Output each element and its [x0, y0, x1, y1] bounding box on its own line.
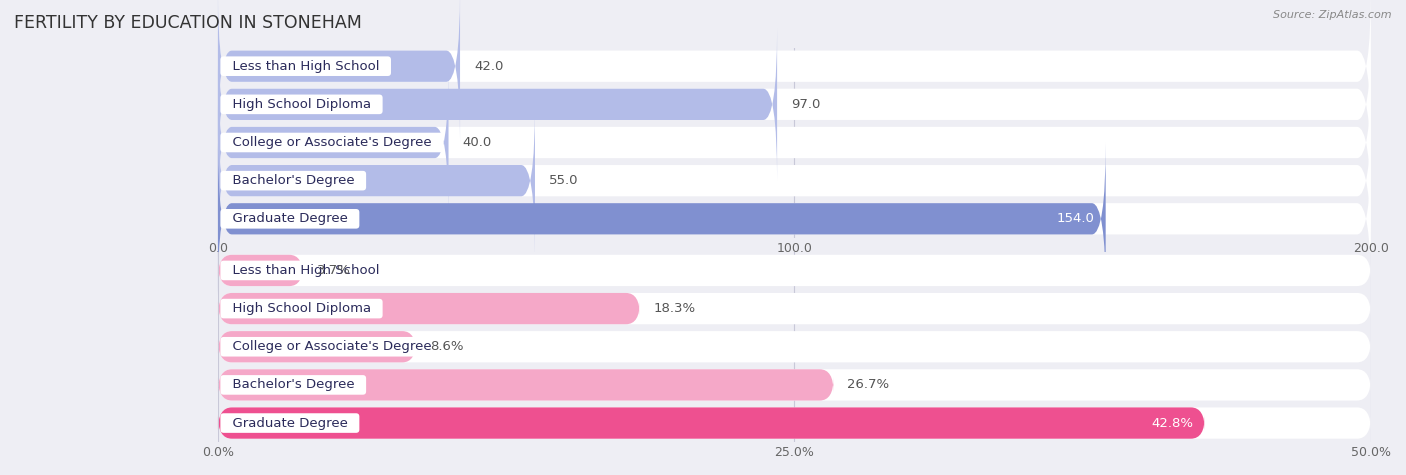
- FancyBboxPatch shape: [218, 0, 1371, 142]
- Text: 3.7%: 3.7%: [318, 264, 352, 277]
- FancyBboxPatch shape: [218, 28, 1371, 180]
- FancyBboxPatch shape: [218, 66, 449, 218]
- FancyBboxPatch shape: [218, 143, 1371, 294]
- Text: 18.3%: 18.3%: [654, 302, 696, 315]
- Text: 42.0: 42.0: [474, 60, 503, 73]
- Text: High School Diploma: High School Diploma: [224, 98, 380, 111]
- Text: High School Diploma: High School Diploma: [224, 302, 380, 315]
- Text: 40.0: 40.0: [463, 136, 492, 149]
- FancyBboxPatch shape: [218, 255, 304, 286]
- FancyBboxPatch shape: [218, 104, 534, 256]
- FancyBboxPatch shape: [218, 369, 1371, 400]
- FancyBboxPatch shape: [218, 408, 1205, 439]
- FancyBboxPatch shape: [218, 408, 1371, 439]
- FancyBboxPatch shape: [218, 66, 1371, 218]
- FancyBboxPatch shape: [218, 331, 1371, 362]
- Text: 8.6%: 8.6%: [430, 340, 464, 353]
- FancyBboxPatch shape: [218, 255, 1371, 286]
- FancyBboxPatch shape: [218, 331, 416, 362]
- Text: College or Associate's Degree: College or Associate's Degree: [224, 340, 440, 353]
- Text: College or Associate's Degree: College or Associate's Degree: [224, 136, 440, 149]
- Text: Graduate Degree: Graduate Degree: [224, 417, 356, 429]
- FancyBboxPatch shape: [218, 293, 640, 324]
- Text: Less than High School: Less than High School: [224, 60, 388, 73]
- FancyBboxPatch shape: [218, 369, 834, 400]
- FancyBboxPatch shape: [218, 143, 1105, 294]
- Text: Bachelor's Degree: Bachelor's Degree: [224, 174, 363, 187]
- Text: FERTILITY BY EDUCATION IN STONEHAM: FERTILITY BY EDUCATION IN STONEHAM: [14, 14, 361, 32]
- Text: Bachelor's Degree: Bachelor's Degree: [224, 379, 363, 391]
- Text: Source: ZipAtlas.com: Source: ZipAtlas.com: [1274, 10, 1392, 19]
- FancyBboxPatch shape: [218, 293, 1371, 324]
- Text: 154.0: 154.0: [1056, 212, 1094, 225]
- FancyBboxPatch shape: [218, 0, 460, 142]
- FancyBboxPatch shape: [218, 28, 778, 180]
- Text: 55.0: 55.0: [548, 174, 578, 187]
- FancyBboxPatch shape: [218, 104, 1371, 256]
- Text: 26.7%: 26.7%: [848, 379, 890, 391]
- Text: Graduate Degree: Graduate Degree: [224, 212, 356, 225]
- Text: 42.8%: 42.8%: [1152, 417, 1194, 429]
- Text: 97.0: 97.0: [792, 98, 820, 111]
- Text: Less than High School: Less than High School: [224, 264, 388, 277]
